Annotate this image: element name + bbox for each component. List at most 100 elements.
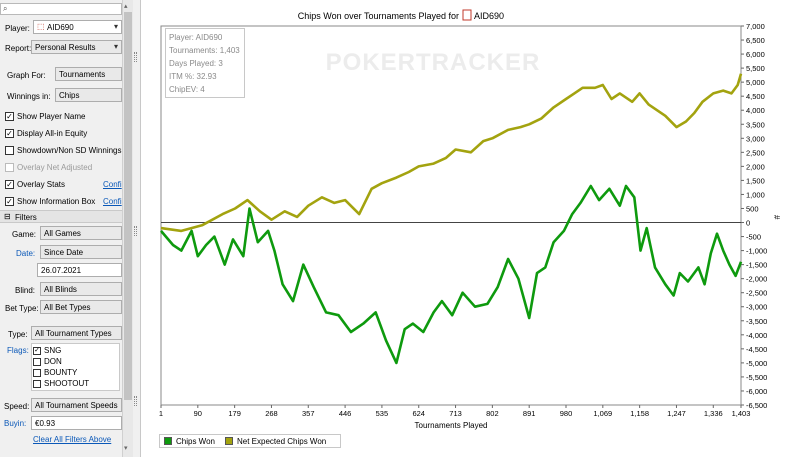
flag-sng-checkbox[interactable]: ✓ SNG bbox=[33, 346, 62, 355]
flag-bounty-checkbox[interactable]: BOUNTY bbox=[33, 367, 77, 378]
series-net-expected-line bbox=[160, 73, 743, 233]
show-information-box-checkbox[interactable]: ✓ Show Information Box bbox=[5, 196, 96, 206]
y-tick-label: 4,000 bbox=[746, 106, 765, 115]
y-tick-label: -1,000 bbox=[746, 247, 767, 256]
x-tick-label: 268 bbox=[265, 409, 278, 418]
showdown-winnings-checkbox[interactable]: Showdown/Non SD Winnings bbox=[5, 144, 122, 156]
information-box-configure-link[interactable]: Confi bbox=[103, 197, 122, 206]
graph-for-label: Graph For: bbox=[7, 71, 46, 80]
bet-type-value: All Bet Types bbox=[44, 303, 91, 312]
scroll-down-icon[interactable]: ▾ bbox=[124, 445, 128, 452]
x-tick-label: 802 bbox=[486, 409, 499, 418]
pokertracker-watermark: POKERTRACKER bbox=[326, 49, 541, 76]
splitter-grip-middle[interactable] bbox=[134, 226, 137, 236]
overlay-stats-configure-link[interactable]: Confi bbox=[103, 180, 122, 189]
graph-for-value: Tournaments bbox=[59, 70, 106, 79]
y-tick-label: -500 bbox=[746, 233, 761, 242]
flags-label[interactable]: Flags: bbox=[7, 346, 29, 355]
legend-label: Chips Won bbox=[176, 436, 215, 446]
date-input[interactable]: 26.07.2021 bbox=[37, 263, 122, 277]
y-tick-label: -4,000 bbox=[746, 331, 767, 340]
y-tick-label: 2,500 bbox=[746, 148, 765, 157]
plot-frame bbox=[160, 25, 742, 406]
chart-title: Chips Won over Tournaments Played for bbox=[298, 11, 459, 21]
y-axis: -6,500 -6,000 -5,500 -5,000 -4,500 -4,000 -3,5… bbox=[741, 22, 767, 410]
tournament-type-value: All Tournament Types bbox=[35, 329, 112, 338]
winnings-in-label: Winnings in: bbox=[7, 92, 51, 101]
speed-select[interactable]: All Tournament Speeds bbox=[31, 398, 122, 412]
flag-shootout-checkbox[interactable]: SHOOTOUT bbox=[33, 378, 89, 389]
y-tick-label: 3,500 bbox=[746, 120, 765, 129]
y-tick-label: 6,000 bbox=[746, 50, 765, 59]
x-tick-label: 1,403 bbox=[732, 409, 751, 418]
y-tick-label: 3,000 bbox=[746, 134, 765, 143]
y-tick-label: 1,500 bbox=[746, 176, 765, 185]
x-tick-label: 357 bbox=[302, 409, 315, 418]
y-tick-label: -2,000 bbox=[746, 275, 767, 284]
legend-item-chips-won[interactable]: Chips Won bbox=[164, 437, 215, 446]
y-tick-label: 5,500 bbox=[746, 64, 765, 73]
y-tick-label: -5,000 bbox=[746, 359, 767, 368]
legend-label: Net Expected Chips Won bbox=[236, 436, 327, 446]
y-tick-label: 2,000 bbox=[746, 162, 765, 171]
tournament-type-select[interactable]: All Tournament Types bbox=[31, 326, 122, 340]
player-icon bbox=[462, 9, 472, 21]
graph-for-select[interactable]: Tournaments bbox=[55, 67, 122, 81]
scrollbar-thumb[interactable] bbox=[124, 12, 132, 400]
blind-select[interactable]: All Blinds bbox=[40, 282, 122, 296]
report-select[interactable]: Personal Results ▾ bbox=[31, 40, 122, 54]
legend-swatch bbox=[164, 437, 172, 445]
chart-title-player: AID690 bbox=[474, 11, 504, 21]
report-label: Report: bbox=[5, 44, 32, 53]
bet-type-select[interactable]: All Bet Types bbox=[40, 300, 122, 314]
date-select[interactable]: Since Date bbox=[40, 245, 122, 259]
y-tick-label: 5,000 bbox=[746, 78, 765, 87]
show-player-name-checkbox[interactable]: ✓ Show Player Name bbox=[5, 111, 86, 121]
y-tick-label: -3,000 bbox=[746, 303, 767, 312]
legend-item-net-expected[interactable]: Net Expected Chips Won bbox=[224, 436, 327, 446]
report-value: Personal Results bbox=[35, 43, 96, 52]
splitter-grip-bottom[interactable] bbox=[134, 396, 137, 406]
x-tick-label: 980 bbox=[560, 409, 573, 418]
overlay-stats-checkbox[interactable]: ✓ Overlay Stats bbox=[5, 179, 66, 189]
winnings-in-select[interactable]: Chips bbox=[55, 88, 122, 102]
clear-all-filters-link[interactable]: Clear All Filters Above bbox=[33, 435, 112, 444]
game-select[interactable]: All Games bbox=[40, 226, 122, 240]
search-icon: ⌕ bbox=[3, 4, 8, 13]
chevron-down-icon: ▾ bbox=[113, 42, 118, 51]
display-all-in-equity-checkbox[interactable]: ✓ Display All-in Equity bbox=[5, 128, 88, 138]
scroll-up-icon[interactable]: ▴ bbox=[124, 3, 128, 10]
panel-scrollbar[interactable]: ▴ ▾ bbox=[122, 0, 133, 457]
y-tick-label: 4,500 bbox=[746, 92, 765, 101]
series-lines bbox=[160, 73, 743, 365]
x-tick-label: 624 bbox=[412, 409, 425, 418]
flag-don-checkbox[interactable]: DON bbox=[33, 356, 62, 367]
y-tick-label: -6,500 bbox=[746, 401, 767, 410]
blind-label: Blind: bbox=[15, 286, 36, 295]
y-tick-label: 500 bbox=[746, 204, 759, 213]
x-tick-label: 891 bbox=[523, 409, 536, 418]
information-box: Player: AID690 Tournaments: 1,403 Days P… bbox=[165, 28, 245, 98]
info-player: Player: AID690 bbox=[169, 33, 223, 42]
graph-settings-panel: ⌕ Player: ⬚ AID690 ▾ Report: Personal Re… bbox=[0, 0, 133, 457]
player-select[interactable]: ⬚ AID690 ▾ bbox=[33, 20, 122, 34]
y-tick-label: -2,500 bbox=[746, 289, 767, 298]
y-tick-label: 0 bbox=[746, 219, 750, 228]
info-chipev: ChipEV: 4 bbox=[169, 85, 205, 94]
splitter-grip-top[interactable] bbox=[134, 52, 137, 62]
search-field[interactable]: ⌕ bbox=[0, 3, 122, 15]
y-tick-label: -4,500 bbox=[746, 345, 767, 354]
buyin-field[interactable]: €0.93 bbox=[31, 416, 122, 430]
buyin-label[interactable]: Buyin: bbox=[4, 419, 27, 428]
y-tick-label: -5,500 bbox=[746, 373, 767, 382]
filters-title: Filters bbox=[15, 213, 37, 222]
x-axis: 1 90 179 268 357 446 535 624 713 802 891 980 1,069 1,… bbox=[159, 405, 750, 418]
winnings-in-value: Chips bbox=[59, 91, 80, 100]
flags-list: ✓ SNG DON BOUNTY SHOOTOUT bbox=[31, 343, 120, 391]
y-tick-label: -1,500 bbox=[746, 261, 767, 270]
blind-value: All Blinds bbox=[44, 285, 77, 294]
date-label[interactable]: Date: bbox=[16, 249, 36, 258]
filters-section-header[interactable]: ⊟ Filters bbox=[0, 210, 133, 223]
legend-swatch bbox=[224, 437, 233, 445]
